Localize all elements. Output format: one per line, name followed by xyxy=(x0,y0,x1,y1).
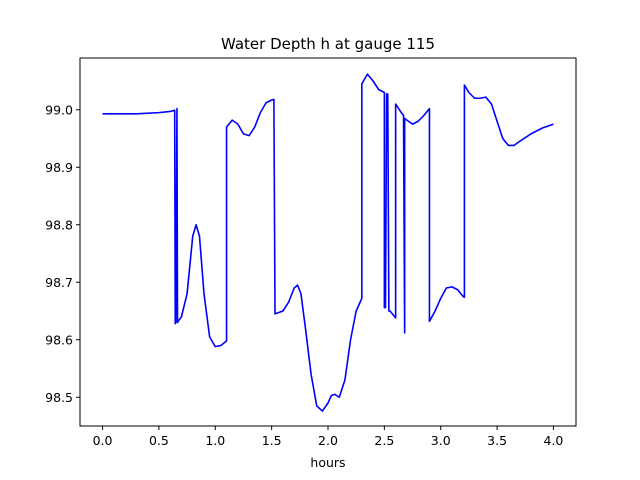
x-tick-label: 1.0 xyxy=(205,433,225,448)
x-tick-label: 0.5 xyxy=(149,433,169,448)
x-axis-label: hours xyxy=(310,455,345,470)
y-tick-label: 98.7 xyxy=(45,275,73,290)
x-tick-label: 1.5 xyxy=(262,433,282,448)
y-tick-label: 99.0 xyxy=(45,102,73,117)
x-tick-label: 4.0 xyxy=(544,433,564,448)
plot-content xyxy=(102,73,554,412)
y-tick-label: 98.5 xyxy=(45,390,73,405)
y-tick-label: 98.6 xyxy=(45,332,73,347)
y-tick-label: 98.9 xyxy=(45,160,73,175)
x-tick-label: 3.0 xyxy=(431,433,451,448)
axes: 0.0 0.5 1.0 1.5 2.0 2.5 3.0 3.5 4.0 98.5 98.6 98.7 9… xyxy=(45,57,577,448)
x-tick-label: 3.5 xyxy=(487,433,507,448)
x-tick-label: 2.5 xyxy=(374,433,394,448)
series-line-0 xyxy=(102,73,554,412)
x-tick-label: 2.0 xyxy=(318,433,338,448)
chart-title: Water Depth h at gauge 115 xyxy=(221,35,435,53)
x-tick-label: 0.0 xyxy=(93,433,113,448)
y-tick-label: 98.8 xyxy=(45,217,73,232)
